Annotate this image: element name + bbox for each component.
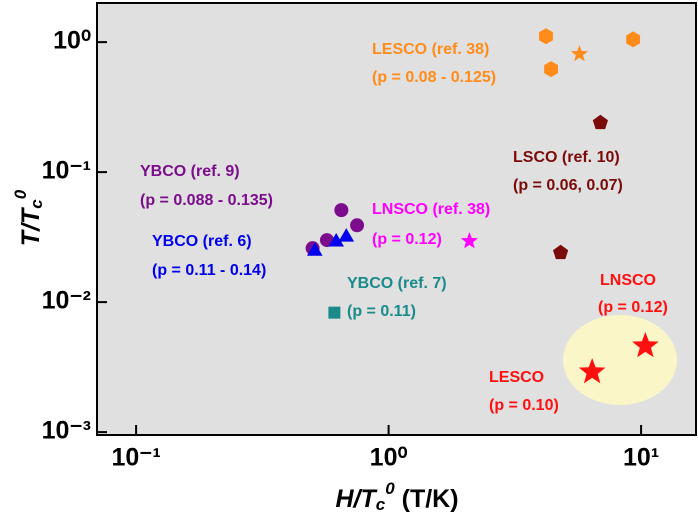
point	[570, 45, 589, 62]
y-tick-label: 10⁻¹	[42, 157, 91, 185]
point	[592, 114, 609, 130]
point	[539, 28, 553, 45]
x-axis-label: H/Tc0 (T/K)	[335, 479, 458, 514]
annotation: LESCO (ref. 38)	[372, 41, 489, 58]
annotation: (p = 0.12)	[598, 299, 668, 316]
annotation: (p = 0.10)	[489, 397, 559, 414]
point	[306, 242, 323, 256]
x-tick-label: 10⁰	[370, 444, 408, 472]
point	[578, 357, 606, 384]
point	[338, 228, 355, 242]
point	[328, 233, 344, 247]
y-tick-label: 10⁻²	[42, 287, 91, 315]
annotation: YBCO (ref. 9)	[140, 163, 240, 180]
x-tick-label: 10⁻¹	[111, 444, 160, 472]
annotation: LNSCO	[600, 272, 656, 289]
annotation: (p = 0.088 - 0.135)	[140, 192, 273, 209]
annotation: (p = 0.06, 0.07)	[513, 177, 623, 194]
point	[626, 31, 641, 48]
point	[350, 218, 365, 233]
point	[334, 203, 349, 218]
annotation: LSCO (ref. 10)	[513, 149, 620, 166]
y-axis-label: T/Tc0	[11, 189, 46, 246]
point	[460, 232, 478, 249]
point	[552, 244, 569, 260]
x-tick-label: 10¹	[623, 444, 659, 472]
y-tick-label: 10⁰	[53, 27, 91, 55]
annotation: (p = 0.08 - 0.125)	[372, 69, 496, 86]
highlight	[563, 315, 677, 405]
annotation: (p = 0.11 - 0.14)	[152, 262, 266, 279]
point	[544, 61, 558, 78]
point	[632, 331, 659, 358]
annotation: YBCO (ref. 7)	[347, 275, 447, 292]
annotation: (p = 0.11)	[347, 303, 416, 320]
point	[328, 306, 341, 319]
annotation: (p = 0.12)	[372, 231, 442, 248]
annotation: LESCO	[489, 369, 544, 386]
y-tick-label: 10⁻³	[42, 417, 91, 445]
annotation: LNSCO (ref. 38)	[372, 201, 490, 218]
annotation: YBCO (ref. 6)	[152, 233, 252, 250]
